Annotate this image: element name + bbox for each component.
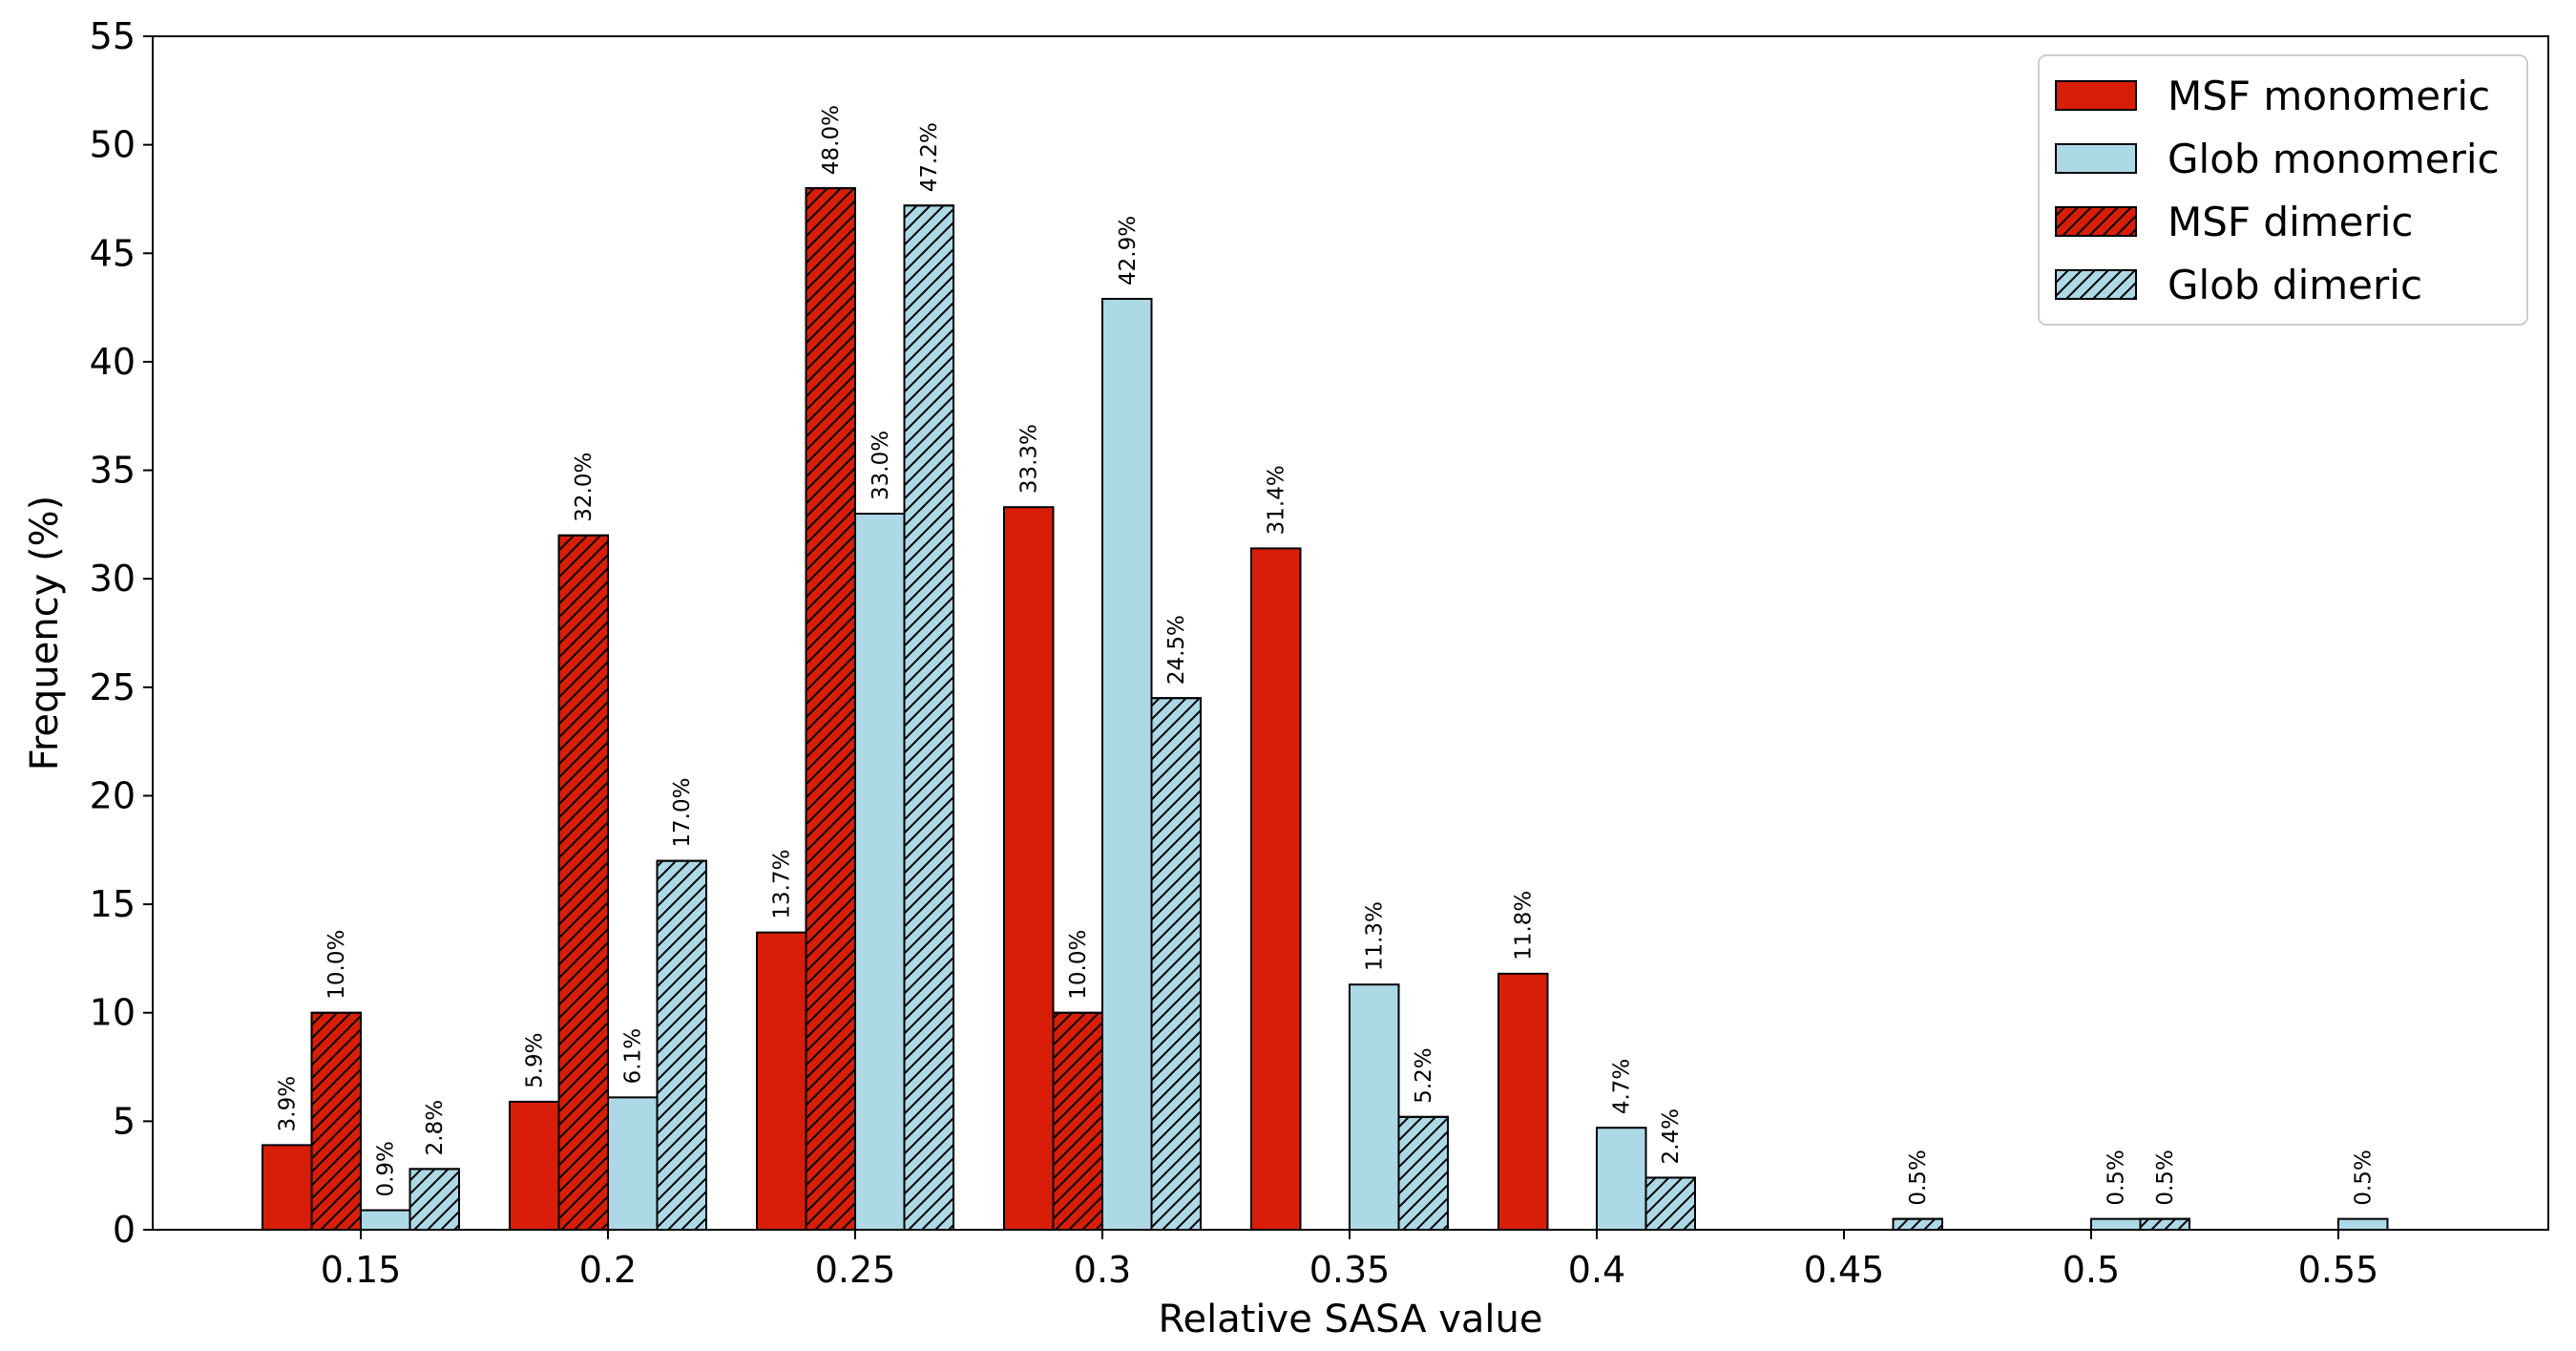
x-tick-label: 0.2 — [579, 1249, 637, 1291]
bar-value-label: 10.0% — [325, 930, 349, 1000]
x-tick-label: 0.4 — [1568, 1249, 1625, 1291]
bar-value-label: 6.1% — [621, 1028, 646, 1084]
legend: MSF monomeric Glob monomeric MSF dimeric Gl… — [2038, 54, 2528, 326]
bar-msf-monomeric-0-15 — [262, 1144, 313, 1232]
bar-glob-monomeric-0-5 — [2090, 1217, 2142, 1231]
bar-glob-monomeric-0-3 — [1101, 298, 1153, 1231]
bar-value-label: 31.4% — [1265, 465, 1289, 535]
y-tick-label: 50 — [90, 124, 136, 166]
bar-value-label: 2.8% — [423, 1100, 448, 1155]
legend-label-glob-monomeric: Glob monomeric — [2168, 136, 2500, 182]
bar-value-label: 0.5% — [2153, 1150, 2178, 1205]
bar-glob-monomeric-0-35 — [1349, 983, 1400, 1231]
x-tick-label: 0.55 — [2298, 1249, 2379, 1291]
bar-hatch-glob-dimeric-0-4 — [1644, 1176, 1696, 1232]
y-tick-label: 55 — [90, 15, 136, 57]
bar-msf-monomeric-0-3 — [1003, 506, 1055, 1231]
bar-hatch-msf-dimeric-0-25 — [805, 187, 856, 1231]
bar-value-label: 11.8% — [1512, 891, 1537, 960]
bar-hatch-glob-dimeric-0-35 — [1397, 1115, 1449, 1232]
bar-msf-monomeric-0-4 — [1497, 972, 1549, 1231]
y-tick-label: 15 — [90, 883, 136, 925]
bar-glob-monomeric-0-4 — [1596, 1127, 1647, 1231]
bar-value-label: 4.7% — [1610, 1059, 1635, 1114]
y-tick-label: 20 — [90, 774, 136, 816]
bar-value-label: 10.0% — [1066, 930, 1091, 1000]
bar-hatch-glob-dimeric-0-25 — [903, 204, 954, 1232]
bar-value-label: 48.0% — [819, 105, 844, 175]
bar-value-label: 33.3% — [1017, 424, 1042, 494]
bar-hatch-glob-dimeric-0-15 — [408, 1168, 460, 1232]
legend-box — [2038, 54, 2528, 326]
y-tick-label: 40 — [90, 341, 136, 383]
legend-swatch-hatch-glob-dimeric — [2055, 269, 2137, 300]
bar-value-label: 2.4% — [1659, 1108, 1684, 1164]
y-tick-label: 35 — [90, 450, 136, 492]
bar-glob-monomeric-0-25 — [854, 513, 906, 1231]
bar-value-label: 0.9% — [374, 1141, 399, 1196]
legend-label-msf-dimeric: MSF dimeric — [2168, 199, 2414, 245]
y-tick-label: 0 — [113, 1209, 136, 1251]
x-tick-label: 0.5 — [2063, 1249, 2120, 1291]
y-axis: 0 5 10 15 20 25 30 35 40 45 50 55 — [90, 15, 153, 1251]
y-tick-label: 25 — [90, 666, 136, 708]
y-tick-label: 5 — [113, 1100, 136, 1142]
bar-hatch-msf-dimeric-0-2 — [557, 534, 609, 1231]
legend-swatch-glob-monomeric — [2055, 143, 2137, 174]
legend-swatch-msf-monomeric — [2055, 80, 2137, 111]
bar-value-label: 17.0% — [670, 778, 695, 848]
bar-msf-monomeric-0-25 — [756, 931, 807, 1231]
bar-msf-monomeric-0-2 — [509, 1100, 560, 1231]
bar-labels-layer: 3.9% 5.9% 13.7% 33.3% 31.4% 11.8% 10.0% 32.0% 48… — [276, 105, 2377, 1206]
bar-value-label: 5.2% — [1412, 1047, 1436, 1103]
x-tick-label: 0.25 — [815, 1249, 896, 1291]
bar-glob-monomeric-0-15 — [360, 1209, 411, 1231]
y-tick-label: 30 — [90, 558, 136, 600]
bar-value-label: 42.9% — [1116, 216, 1141, 285]
x-tick-label: 0.3 — [1074, 1249, 1131, 1291]
bar-value-label: 0.5% — [2105, 1150, 2129, 1205]
x-axis: 0.15 0.2 0.25 0.3 0.35 0.4 0.45 0.5 0.55 — [321, 1230, 2379, 1291]
bars-layer — [262, 187, 2389, 1232]
y-tick-label: 10 — [90, 992, 136, 1034]
legend-label-msf-monomeric: MSF monomeric — [2168, 73, 2490, 119]
bar-value-label: 5.9% — [523, 1032, 548, 1087]
x-tick-label: 0.35 — [1309, 1249, 1391, 1291]
bar-hatch-glob-dimeric-0-5 — [2139, 1217, 2190, 1231]
x-axis-label: Relative SASA value — [1159, 1298, 1543, 1341]
legend-swatch-hatch-msf-dimeric — [2055, 206, 2137, 237]
bar-hatch-glob-dimeric-0-3 — [1150, 697, 1202, 1231]
bar-hatch-msf-dimeric-0-15 — [310, 1011, 362, 1232]
bar-glob-monomeric-0-2 — [607, 1096, 659, 1232]
x-tick-label: 0.15 — [321, 1249, 402, 1291]
bar-msf-monomeric-0-35 — [1250, 547, 1302, 1231]
bar-hatch-msf-dimeric-0-3 — [1052, 1011, 1103, 1232]
bar-value-label: 0.5% — [1906, 1150, 1931, 1205]
legend-label-glob-dimeric: Glob dimeric — [2168, 262, 2422, 308]
bar-glob-monomeric-0-55 — [2337, 1217, 2389, 1231]
x-tick-label: 0.45 — [1804, 1249, 1885, 1291]
y-axis-label: Frequency (%) — [23, 496, 67, 771]
bar-value-label: 3.9% — [276, 1076, 301, 1131]
bar-value-label: 47.2% — [917, 122, 942, 192]
bar-value-label: 24.5% — [1164, 615, 1189, 685]
bar-value-label: 32.0% — [572, 453, 597, 522]
y-tick-label: 45 — [90, 232, 136, 274]
bar-hatch-glob-dimeric-0-2 — [656, 859, 707, 1231]
bar-value-label: 0.5% — [2352, 1150, 2377, 1205]
bar-value-label: 11.3% — [1363, 901, 1388, 971]
bar-value-label: 13.7% — [770, 850, 795, 919]
bar-hatch-glob-dimeric-0-45 — [1892, 1217, 1943, 1231]
bar-value-label: 33.0% — [869, 431, 893, 500]
